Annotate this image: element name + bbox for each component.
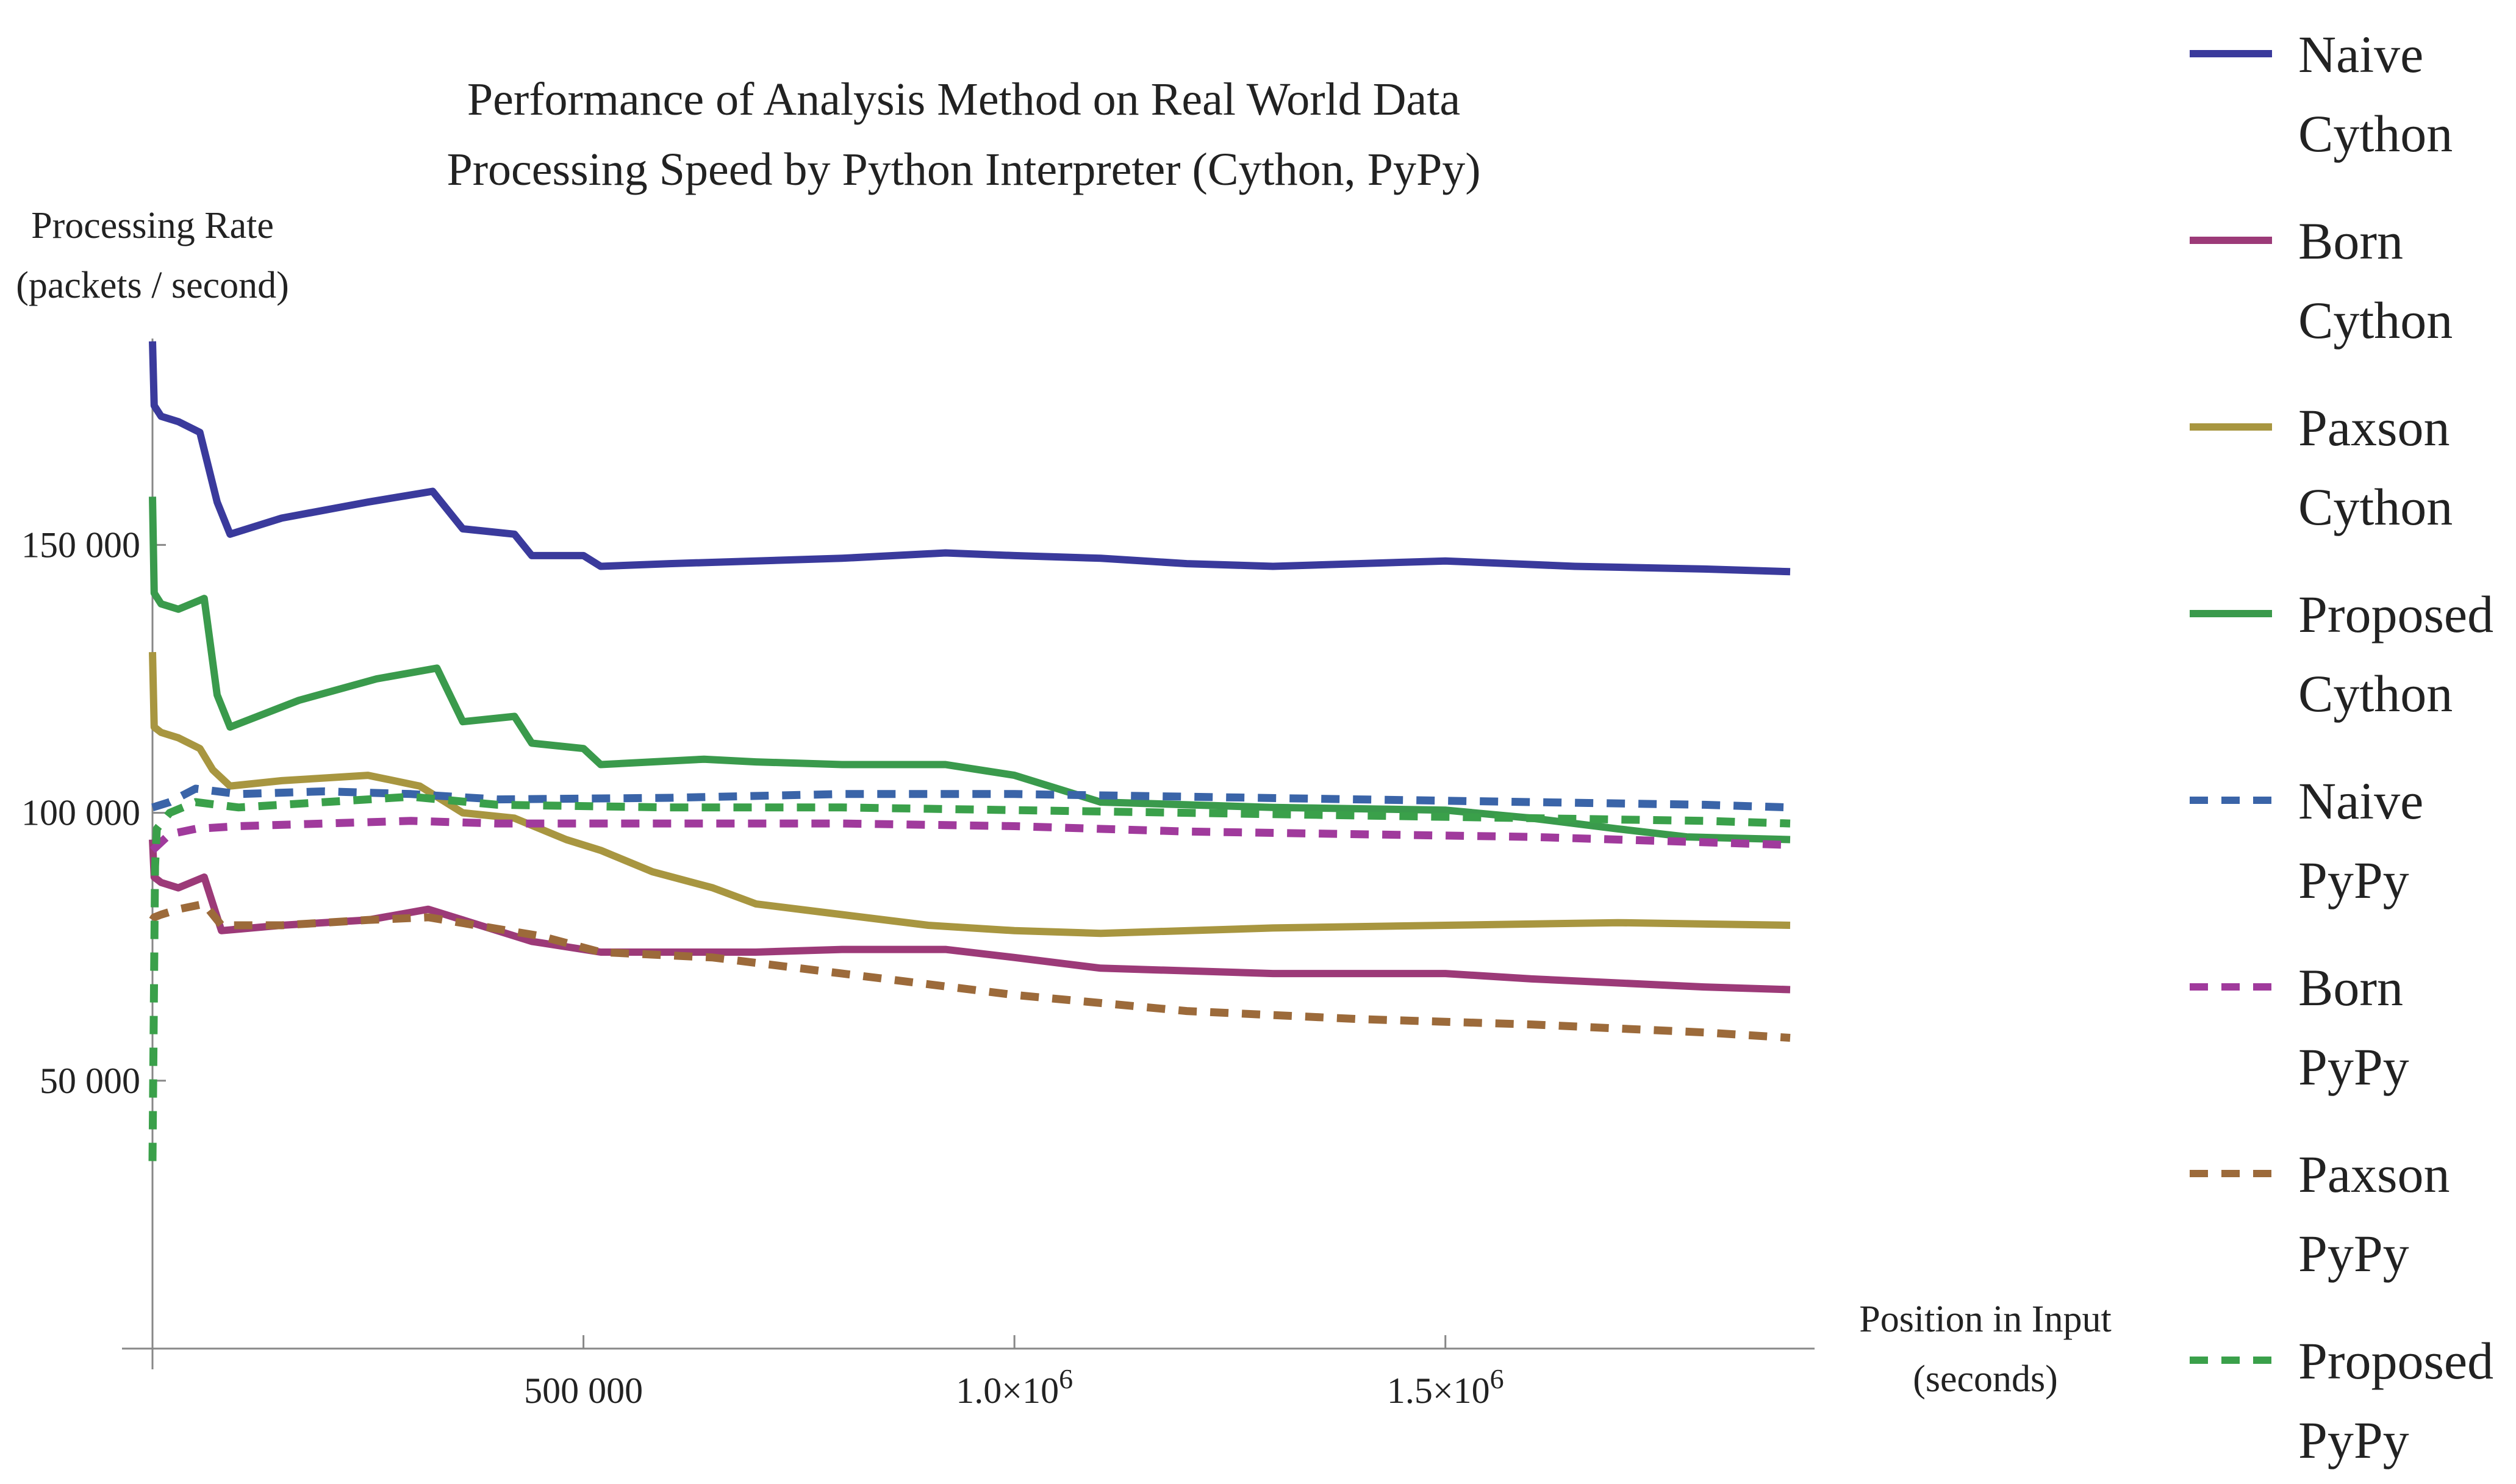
series-line-paxson-cython (149, 651, 1791, 937)
legend-item: Paxson PyPy (2190, 1145, 2450, 1283)
legend-label: Naive (2298, 25, 2423, 84)
legend-item: Born Cython (2190, 212, 2453, 349)
x-axis-label-line2: (seconds) (1913, 1358, 2058, 1400)
legend: NaiveCythonBornCythonPaxsonCythonPropose… (2190, 25, 2493, 1469)
x-tick-label: 500 000 (524, 1371, 643, 1411)
legend-item: Proposed PyPy (2190, 1332, 2493, 1469)
y-tick-label: 50 000 (40, 1061, 140, 1101)
x-tick-label: 1.0×106 (956, 1363, 1073, 1411)
ticks: 500 000 1.0×106 1.5×106 50 000 100 000 150 00… (21, 525, 1504, 1411)
legend-item: Naive Cython (2190, 25, 2453, 163)
series-line-proposed-cython (149, 496, 1791, 844)
legend-label: Proposed (2298, 585, 2493, 643)
y-axis-label-line2: (packets / second) (16, 265, 289, 306)
series-line-proposed-pypy (148, 792, 1791, 1161)
legend-label: Born (2298, 958, 2403, 1017)
legend-label: PyPy (2298, 1411, 2409, 1469)
chart-subtitle: Processing Speed by Python Interpreter (… (446, 144, 1480, 195)
legend-label: Cython (2298, 291, 2453, 349)
series-lines (148, 341, 1791, 1161)
legend-item: Proposed Cython (2190, 585, 2493, 723)
legend-label: Paxson (2298, 398, 2450, 457)
y-tick-label: 150 000 (21, 525, 140, 565)
legend-label: Proposed (2298, 1332, 2493, 1390)
y-tick-label: 100 000 (21, 793, 140, 833)
legend-label: Cython (2298, 104, 2453, 163)
legend-label: Naive (2298, 772, 2423, 830)
legend-label: Born (2298, 212, 2403, 270)
legend-label: Cython (2298, 664, 2453, 723)
legend-label: PyPy (2298, 1038, 2409, 1096)
chart-title: Performance of Analysis Method on Real W… (467, 74, 1460, 125)
legend-label: Paxson (2298, 1145, 2450, 1203)
legend-label: Cython (2298, 478, 2453, 536)
legend-label: PyPy (2298, 1224, 2409, 1283)
x-tick-label: 1.5×106 (1387, 1363, 1504, 1411)
axes (122, 339, 1815, 1369)
x-axis-label-line1: Position in Input (1859, 1299, 2111, 1340)
legend-item: Naive PyPy (2190, 772, 2423, 909)
legend-item: Born PyPy (2190, 958, 2409, 1096)
y-axis-label-line1: Processing Rate (31, 205, 274, 246)
series-line-naive-cython (149, 341, 1791, 576)
legend-item: Paxson Cython (2190, 398, 2453, 536)
series-line-born-cython (149, 839, 1791, 994)
series-line-born-pypy (149, 817, 1791, 853)
legend-label: PyPy (2298, 851, 2409, 909)
series-line-naive-pypy (151, 784, 1791, 812)
